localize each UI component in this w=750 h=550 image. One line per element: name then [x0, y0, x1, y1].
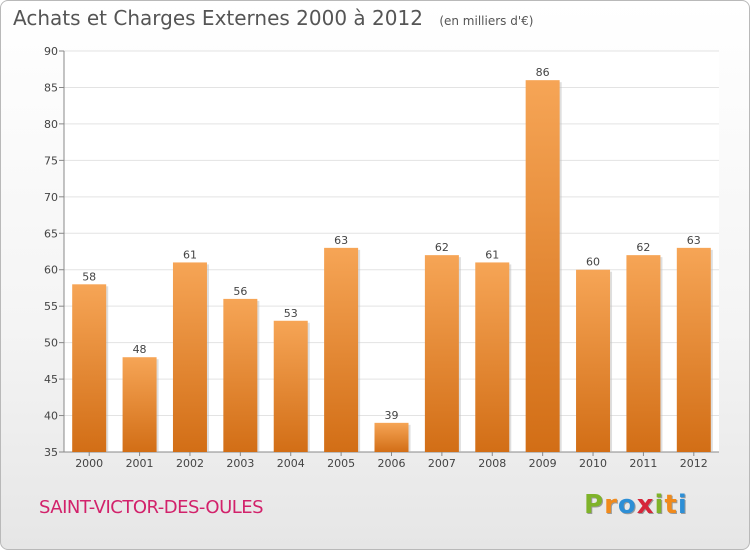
y-tick-label: 40: [44, 410, 58, 423]
y-tick-label: 45: [44, 373, 58, 386]
y-tick-label: 50: [44, 337, 58, 350]
bar: [273, 320, 308, 452]
bar-value-label: 58: [82, 270, 96, 283]
x-tick-label: 2012: [680, 457, 708, 470]
logo-letter: t: [664, 490, 678, 520]
y-tick-label: 65: [44, 227, 58, 240]
bar: [525, 80, 560, 452]
bar-value-label: 48: [133, 343, 147, 356]
bar-value-label: 60: [586, 256, 600, 269]
bar: [122, 357, 157, 452]
bar: [424, 255, 459, 452]
bar-value-label: 63: [687, 234, 701, 247]
bar: [223, 298, 258, 452]
bar-value-label: 62: [435, 241, 449, 254]
logo-letter: o: [617, 490, 637, 520]
logo-letter: r: [604, 490, 618, 520]
x-tick-label: 2006: [378, 457, 406, 470]
bar-value-label: 62: [636, 241, 650, 254]
plot-area: [64, 51, 719, 452]
town-name: SAINT-VICTOR-DES-OULES: [39, 497, 264, 518]
y-tick-label: 75: [44, 154, 58, 167]
y-tick-label: 55: [44, 300, 58, 313]
y-tick-label: 85: [44, 81, 58, 94]
x-tick-label: 2010: [579, 457, 607, 470]
chart-title-text: Achats et Charges Externes 2000 à 2012: [13, 6, 423, 30]
bar: [626, 255, 661, 452]
bar: [676, 247, 711, 452]
y-tick-label: 80: [44, 118, 58, 131]
bar: [72, 284, 107, 452]
bar-value-label: 56: [233, 285, 247, 298]
x-tick-label: 2000: [75, 457, 103, 470]
bar: [576, 269, 611, 452]
bar-value-label: 53: [284, 307, 298, 320]
x-tick-label: 2004: [277, 457, 305, 470]
x-tick-label: 2011: [629, 457, 657, 470]
x-tick-label: 2001: [126, 457, 154, 470]
chart-subtitle: (en milliers d'€): [439, 14, 534, 28]
y-tick-label: 60: [44, 264, 58, 277]
proxiti-logo[interactable]: Proxiti: [584, 490, 688, 520]
chart-title: Achats et Charges Externes 2000 à 2012 (…: [13, 6, 533, 30]
x-tick-label: 2007: [428, 457, 456, 470]
x-tick-label: 2002: [176, 457, 204, 470]
x-tick-label: 2009: [529, 457, 557, 470]
bar-value-label: 61: [183, 248, 197, 261]
logo-letter: P: [584, 490, 605, 520]
bar: [475, 262, 510, 452]
bar-value-label: 86: [536, 66, 550, 79]
logo-letter: i: [677, 490, 688, 520]
bar-value-label: 61: [485, 248, 499, 261]
bar: [172, 262, 207, 452]
bar-value-label: 39: [385, 409, 399, 422]
logo-letter: i: [654, 490, 665, 520]
logo-letter: x: [636, 490, 655, 520]
x-tick-label: 2003: [226, 457, 254, 470]
bar: [374, 422, 409, 452]
y-tick-label: 35: [44, 446, 58, 459]
x-tick-label: 2008: [478, 457, 506, 470]
x-tick-label: 2005: [327, 457, 355, 470]
bar-value-label: 63: [334, 234, 348, 247]
y-tick-label: 70: [44, 191, 58, 204]
bar: [324, 247, 359, 452]
y-tick-label: 90: [44, 45, 58, 58]
